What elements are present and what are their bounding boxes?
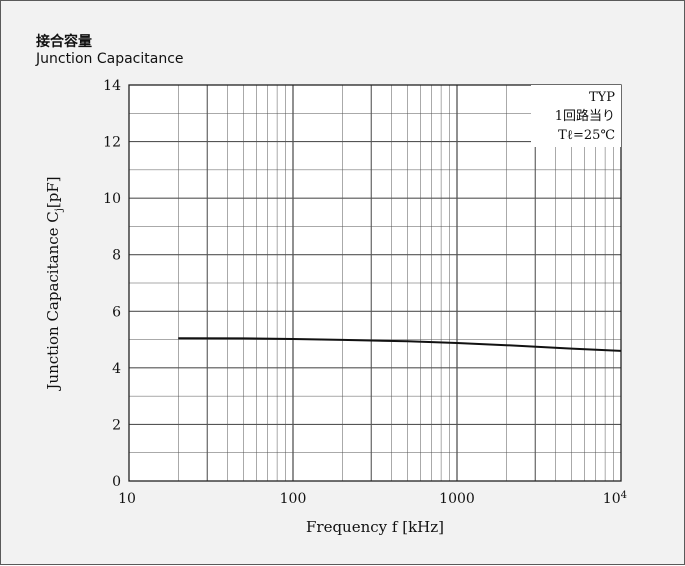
x-axis-label: Frequency f [kHz] <box>306 518 444 536</box>
y-tick-label: 10 <box>103 191 121 207</box>
y-tick-label: 12 <box>103 135 121 151</box>
annotation-line: Tℓ=25℃ <box>558 128 615 143</box>
x-tick-label: 10 <box>118 491 136 507</box>
chart-title-japanese: 接合容量 <box>36 34 92 50</box>
capacitance-curve <box>178 337 622 352</box>
annotation-line: TYP <box>589 90 615 105</box>
y-tick-label: 0 <box>112 474 121 490</box>
annotation-box <box>531 85 621 147</box>
y-axis-label-main: Junction Capacitance C <box>44 211 62 391</box>
y-axis-label-unit: [pF] <box>44 176 62 208</box>
y-tick-label: 6 <box>112 304 121 320</box>
x-tick-exponent: 4 <box>621 490 627 501</box>
x-tick-label: 104 <box>603 490 627 507</box>
annotation-line: 1回路当り <box>555 108 615 124</box>
x-tick-label: 1000 <box>439 491 475 507</box>
chart-title-english: Junction Capacitance <box>36 51 184 67</box>
y-tick-label: 8 <box>112 248 121 264</box>
y-axis-label-subscript: j <box>54 208 65 212</box>
y-tick-label: 14 <box>103 78 121 94</box>
plot-frame <box>128 84 622 482</box>
x-tick-label: 100 <box>280 491 307 507</box>
y-tick-label: 2 <box>112 417 121 433</box>
y-axis-label: Junction Capacitance Cj[pF] <box>44 176 65 391</box>
y-tick-label: 4 <box>112 361 121 377</box>
